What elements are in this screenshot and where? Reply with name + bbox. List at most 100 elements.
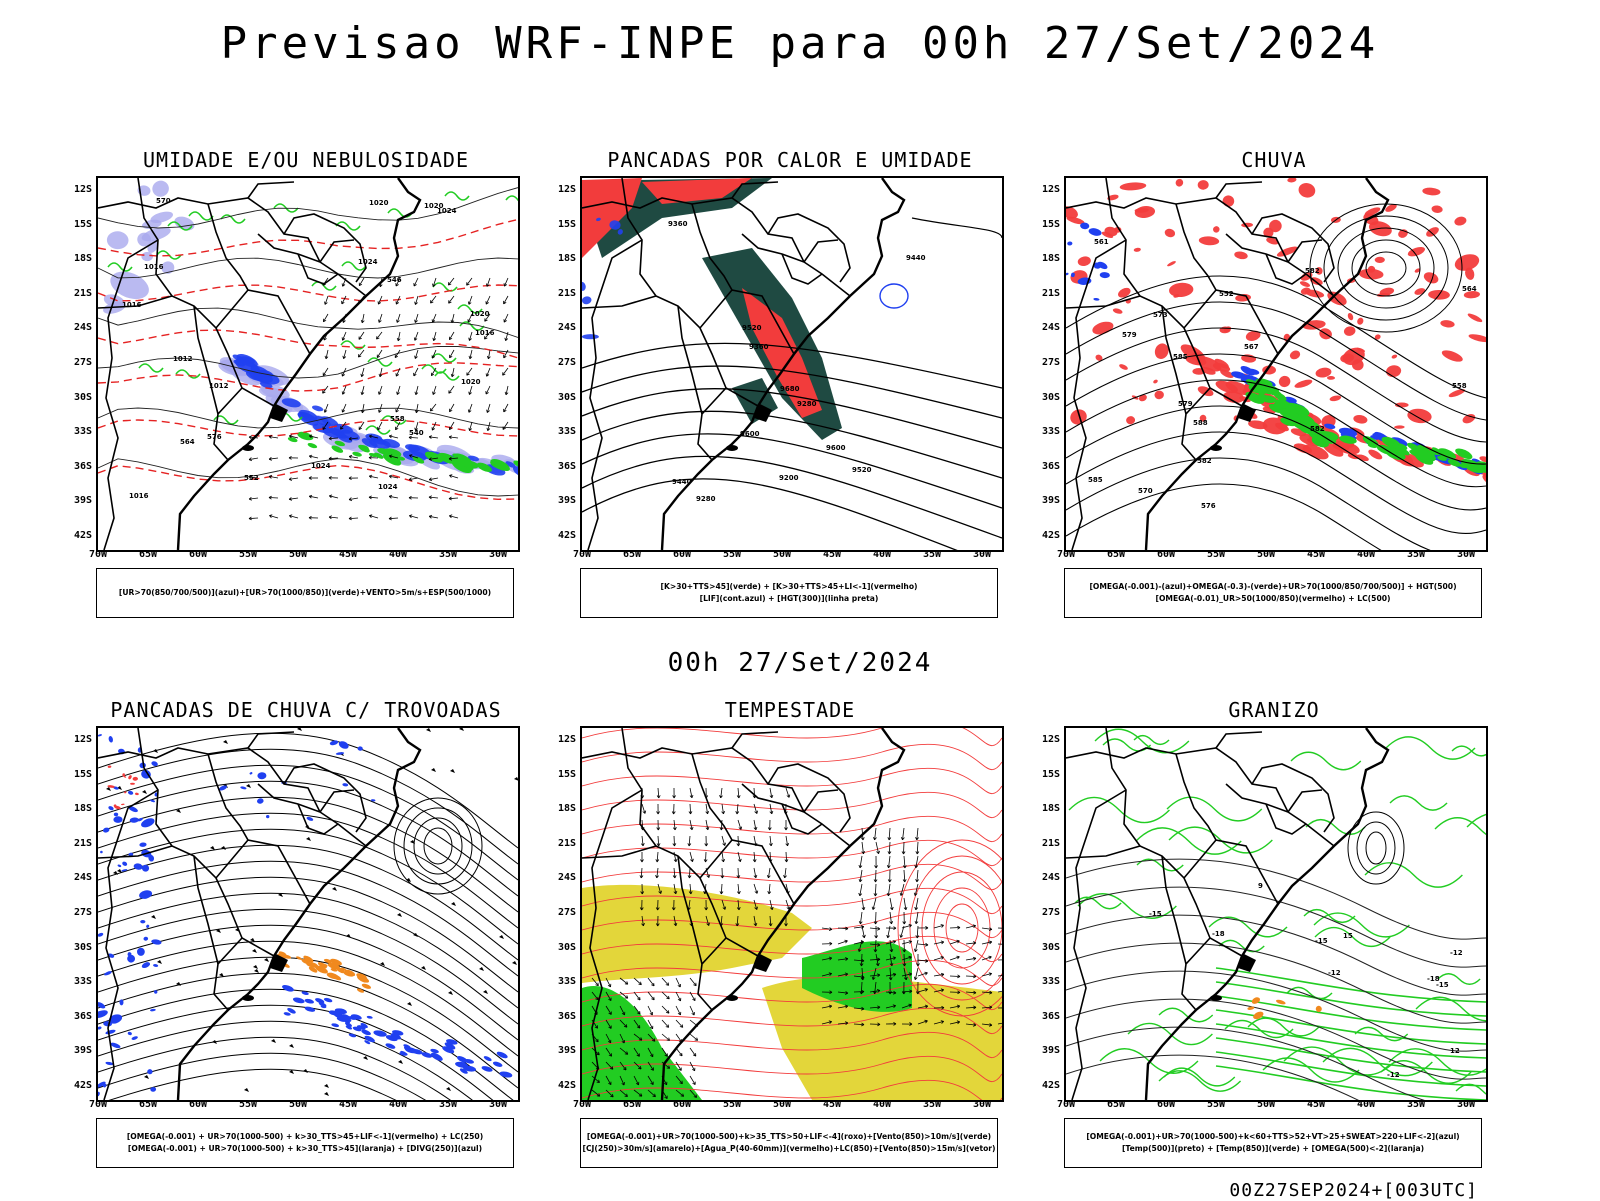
lat-tick-label: 21S <box>1028 288 1060 299</box>
lat-tick-label: 12S <box>1028 184 1060 195</box>
lon-tick-label: 65W <box>1099 1099 1133 1110</box>
contour-label: 558 <box>1452 382 1467 390</box>
map-tempestade[interactable] <box>580 726 1004 1102</box>
lon-tick-label: 55W <box>231 549 265 560</box>
lon-tick-label: 70W <box>565 1099 599 1110</box>
contour-label: 9360 <box>749 343 769 351</box>
contour-label: 558 <box>390 415 405 423</box>
lat-tick-label: 21S <box>1028 838 1060 849</box>
lon-tick-label: 70W <box>1049 1099 1083 1110</box>
legend-line: [UR>70(850/700/500)](azul)+[UR>70(1000/8… <box>97 587 513 599</box>
contour-label: 576 <box>1201 502 1216 510</box>
contour-label: 546 <box>387 276 402 284</box>
legend-line: [LIF](cont.azul) + [HGT(300)](linha pret… <box>581 593 997 605</box>
lon-tick-label: 35W <box>1399 549 1433 560</box>
contour-label: 1024 <box>378 483 398 491</box>
lon-tick-label: 35W <box>431 549 465 560</box>
lon-tick-label: 40W <box>1349 1099 1383 1110</box>
lat-tick-label: 27S <box>544 907 576 918</box>
contour-label: 579 <box>1178 400 1193 408</box>
lat-tick-label: 39S <box>60 495 92 506</box>
lat-tick-label: 24S <box>544 322 576 333</box>
lon-tick-label: 45W <box>815 549 849 560</box>
lon-tick-label: 70W <box>81 1099 115 1110</box>
lon-tick-label: 70W <box>565 549 599 560</box>
lat-tick-label: 24S <box>60 872 92 883</box>
contour-label: 1016 <box>475 329 495 337</box>
contour-label: 9280 <box>797 400 817 408</box>
lat-tick-label: 15S <box>1028 769 1060 780</box>
lon-tick-label: 65W <box>131 549 165 560</box>
map-trovoadas[interactable] <box>96 726 520 1102</box>
legend-line: [OMEGA(-0.001) + UR>70(1000-500) + k>30_… <box>97 1131 513 1143</box>
lon-tick-label: 65W <box>1099 549 1133 560</box>
lon-tick-label: 30W <box>965 1099 999 1110</box>
lon-tick-label: 35W <box>915 549 949 560</box>
contour-label: 585 <box>1173 353 1188 361</box>
contour-label: 582 <box>1305 267 1320 275</box>
lat-tick-label: 18S <box>544 803 576 814</box>
lat-tick-label: 27S <box>1028 357 1060 368</box>
lat-tick-label: 42S <box>1028 530 1060 541</box>
lat-tick-label: 27S <box>544 357 576 368</box>
lat-tick-label: 21S <box>544 288 576 299</box>
lon-tick-label: 65W <box>131 1099 165 1110</box>
lon-tick-label: 35W <box>915 1099 949 1110</box>
lon-tick-label: 60W <box>665 549 699 560</box>
lat-tick-label: 33S <box>544 426 576 437</box>
panel-title-chuva: CHUVA <box>1064 148 1484 172</box>
lat-tick-label: 24S <box>544 872 576 883</box>
lat-tick-label: 27S <box>60 357 92 368</box>
run-timestamp: 00Z27SEP2024+[003UTC] <box>1229 1180 1478 1201</box>
contour-label: 1016 <box>144 263 164 271</box>
lat-tick-label: 27S <box>1028 907 1060 918</box>
lon-tick-label: 60W <box>181 1099 215 1110</box>
map-canvas: 9680960096009520944095209440936092809360… <box>582 178 1002 550</box>
contour-label: 9 <box>1258 882 1263 890</box>
contour-label: -15 <box>1315 937 1328 945</box>
legend-line: [OMEGA(-0.001)-(azul)+OMEGA(-0.3)-(verde… <box>1065 581 1481 593</box>
lat-tick-label: 18S <box>60 803 92 814</box>
contour-label: 570 <box>1138 487 1153 495</box>
contour-label: 585 <box>1088 476 1103 484</box>
lat-tick-label: 24S <box>60 322 92 333</box>
lat-tick-label: 30S <box>60 942 92 953</box>
lat-tick-label: 15S <box>60 219 92 230</box>
contour-label: 1020 <box>369 199 389 207</box>
map-canvas: 1016101210161020102410241020102410241012… <box>98 178 518 550</box>
legend-granizo: [OMEGA(-0.001)+UR>70(1000-500)+k<60+TTS>… <box>1064 1118 1482 1168</box>
main-title: Previsao WRF-INPE para 00h 27/Set/2024 <box>0 18 1600 69</box>
contour-label: 1016 <box>129 492 149 500</box>
contour-label: -12 <box>1387 1071 1400 1079</box>
lon-tick-label: 70W <box>1049 549 1083 560</box>
contour-label: 9280 <box>696 495 716 503</box>
lat-tick-label: 18S <box>1028 253 1060 264</box>
panel-title-trovoadas: PANCADAS DE CHUVA C/ TROVOADAS <box>96 698 516 722</box>
lon-tick-label: 40W <box>381 1099 415 1110</box>
legend-line: [OMEGA(-0.001) + UR>70(1000-500) + k>30_… <box>97 1143 513 1155</box>
lon-tick-label: 40W <box>1349 549 1383 560</box>
lat-tick-label: 30S <box>1028 942 1060 953</box>
lon-tick-label: 65W <box>615 549 649 560</box>
lat-tick-label: 39S <box>544 1045 576 1056</box>
lat-tick-label: 39S <box>544 495 576 506</box>
legend-line: [K>30+TTS>45](verde) + [K>30+TTS>45+LI<-… <box>581 581 997 593</box>
lat-tick-label: 12S <box>60 184 92 195</box>
lon-tick-label: 30W <box>481 549 515 560</box>
map-canvas <box>98 728 518 1100</box>
contour-label: -12 <box>1328 969 1341 977</box>
lat-tick-label: 39S <box>60 1045 92 1056</box>
lon-tick-label: 70W <box>81 549 115 560</box>
lon-tick-label: 55W <box>1199 549 1233 560</box>
contour-label: 564 <box>1462 285 1477 293</box>
lat-tick-label: 18S <box>1028 803 1060 814</box>
lon-tick-label: 55W <box>1199 1099 1233 1110</box>
contour-label: 1020 <box>470 310 490 318</box>
lat-tick-label: 24S <box>1028 872 1060 883</box>
lat-tick-label: 36S <box>1028 1011 1060 1022</box>
lat-tick-label: 39S <box>1028 495 1060 506</box>
